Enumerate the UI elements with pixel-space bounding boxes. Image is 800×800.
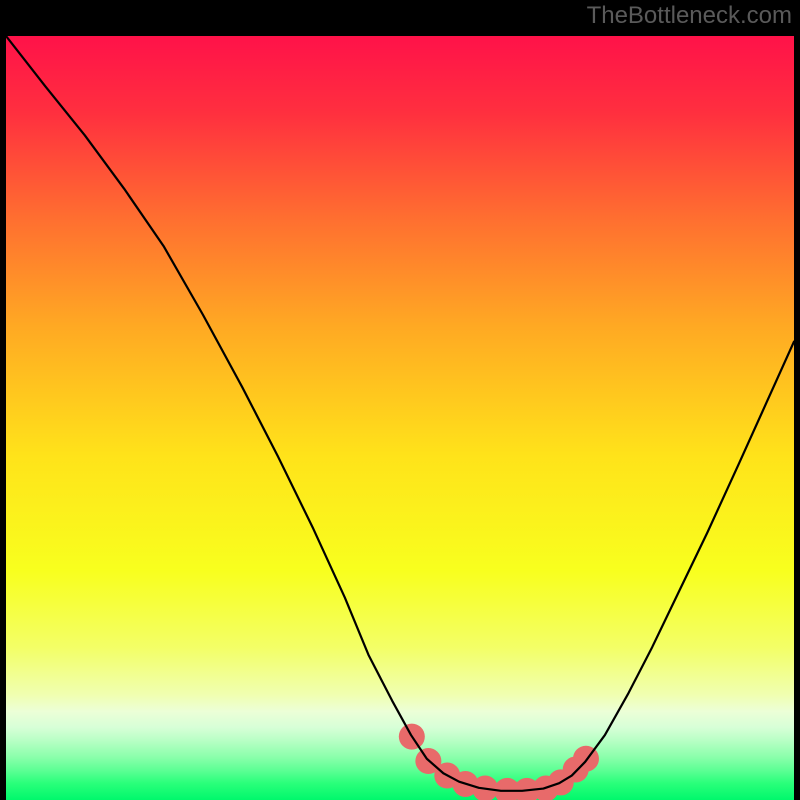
chart-plot-area (6, 36, 794, 800)
chart-background (6, 36, 794, 800)
watermark-text: TheBottleneck.com (587, 2, 792, 30)
chart-svg (6, 36, 794, 800)
